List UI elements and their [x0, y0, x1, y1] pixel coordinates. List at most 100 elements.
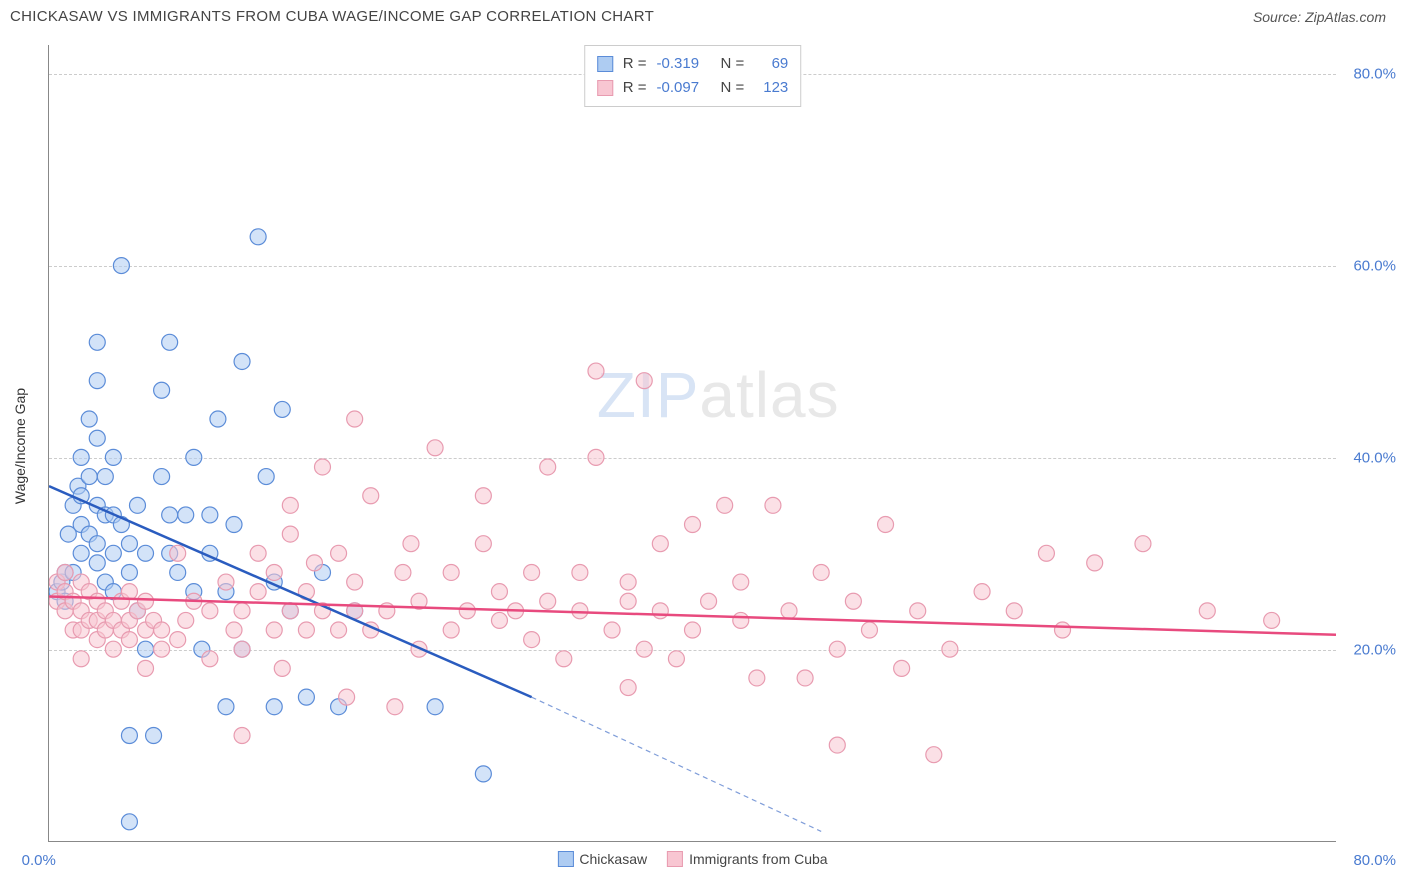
data-point: [250, 229, 266, 245]
data-point: [701, 593, 717, 609]
data-point: [146, 728, 162, 744]
data-point: [105, 545, 121, 561]
data-point: [266, 622, 282, 638]
data-point: [443, 622, 459, 638]
data-point: [282, 603, 298, 619]
data-point: [829, 737, 845, 753]
data-point: [459, 603, 475, 619]
data-point: [427, 440, 443, 456]
data-point: [234, 728, 250, 744]
data-point: [226, 517, 242, 533]
data-point: [162, 507, 178, 523]
data-point: [138, 545, 154, 561]
data-point: [266, 699, 282, 715]
data-point: [250, 584, 266, 600]
data-point: [234, 353, 250, 369]
data-point: [797, 670, 813, 686]
data-point: [73, 545, 89, 561]
data-point: [443, 564, 459, 580]
data-point: [604, 622, 620, 638]
data-point: [926, 747, 942, 763]
trend-line-extrapolated: [532, 697, 822, 831]
data-point: [121, 728, 137, 744]
data-point: [588, 449, 604, 465]
data-point: [121, 814, 137, 830]
data-point: [129, 497, 145, 513]
data-point: [652, 603, 668, 619]
data-point: [1038, 545, 1054, 561]
data-point: [202, 651, 218, 667]
legend-label: Immigrants from Cuba: [689, 851, 827, 867]
data-point: [170, 632, 186, 648]
data-point: [218, 574, 234, 590]
legend-label: Chickasaw: [579, 851, 647, 867]
data-point: [226, 622, 242, 638]
data-point: [620, 680, 636, 696]
data-point: [829, 641, 845, 657]
data-point: [121, 584, 137, 600]
data-point: [266, 564, 282, 580]
r-value: -0.097: [657, 76, 711, 100]
data-point: [298, 689, 314, 705]
n-label: N =: [721, 52, 745, 76]
legend-item: Immigrants from Cuba: [667, 851, 827, 867]
data-point: [81, 411, 97, 427]
data-point: [306, 555, 322, 571]
legend-swatch: [557, 851, 573, 867]
data-point: [845, 593, 861, 609]
data-point: [733, 574, 749, 590]
data-point: [178, 612, 194, 628]
data-point: [105, 449, 121, 465]
legend-bottom: Chickasaw Immigrants from Cuba: [557, 851, 827, 867]
data-point: [813, 564, 829, 580]
data-point: [138, 593, 154, 609]
data-point: [878, 517, 894, 533]
data-point: [942, 641, 958, 657]
n-value: 123: [754, 76, 788, 100]
data-point: [178, 507, 194, 523]
data-point: [298, 622, 314, 638]
x-tick-left: 0.0%: [22, 852, 56, 869]
data-point: [347, 574, 363, 590]
data-point: [81, 469, 97, 485]
r-label: R =: [623, 76, 647, 100]
data-point: [636, 373, 652, 389]
data-point: [89, 536, 105, 552]
r-label: R =: [623, 52, 647, 76]
data-point: [1264, 612, 1280, 628]
x-tick-right: 80.0%: [1353, 852, 1396, 869]
y-tick-label: 80.0%: [1353, 65, 1396, 82]
n-label: N =: [721, 76, 745, 100]
data-point: [1087, 555, 1103, 571]
data-point: [154, 382, 170, 398]
data-point: [186, 449, 202, 465]
data-point: [162, 334, 178, 350]
legend-swatch: [667, 851, 683, 867]
data-point: [620, 574, 636, 590]
data-point: [274, 401, 290, 417]
data-point: [540, 593, 556, 609]
data-point: [572, 603, 588, 619]
data-point: [97, 469, 113, 485]
data-point: [491, 612, 507, 628]
y-tick-label: 60.0%: [1353, 257, 1396, 274]
data-point: [387, 699, 403, 715]
data-point: [121, 632, 137, 648]
data-point: [154, 622, 170, 638]
data-point: [154, 641, 170, 657]
data-point: [138, 660, 154, 676]
data-point: [282, 526, 298, 542]
stats-box: R =-0.319N =69R =-0.097N =123: [584, 45, 802, 107]
data-point: [475, 536, 491, 552]
data-point: [234, 603, 250, 619]
data-point: [89, 373, 105, 389]
data-point: [781, 603, 797, 619]
data-point: [258, 469, 274, 485]
y-tick-label: 20.0%: [1353, 641, 1396, 658]
data-point: [427, 699, 443, 715]
data-point: [347, 411, 363, 427]
data-point: [572, 564, 588, 580]
chart-title: CHICKASAW VS IMMIGRANTS FROM CUBA WAGE/I…: [10, 8, 654, 25]
data-point: [314, 459, 330, 475]
n-value: 69: [754, 52, 788, 76]
